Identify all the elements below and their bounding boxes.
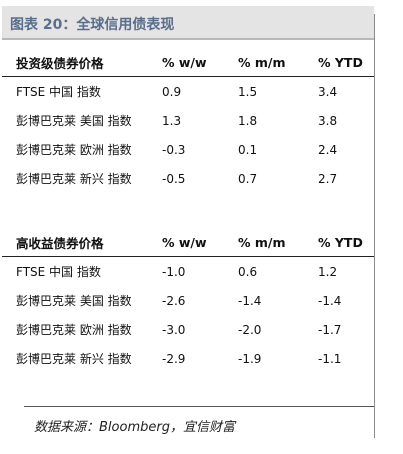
cell-ww: -2.9 [162,351,186,366]
investment-grade-table: 投资级债券价格 % w/w % m/m % YTD FTSE 中国 指数 0.9… [2,48,374,193]
cell-ww: -1.0 [162,264,186,279]
cell-mm: 0.6 [238,264,258,279]
table-row: 彭博巴克莱 新兴 指数 -2.9 -1.9 -1.1 [2,344,374,373]
table-row: 彭博巴克莱 美国 指数 -2.6 -1.4 -1.4 [2,286,374,315]
row-label: FTSE 中国 指数 [16,85,101,99]
cell-ww: -3.0 [162,322,186,337]
table-row: FTSE 中国 指数 0.9 1.5 3.4 [2,77,374,107]
column-header-mm: % m/m [238,228,318,257]
cell-mm: -1.9 [238,351,262,366]
column-header-category: 投资级债券价格 [2,48,162,77]
row-label: 彭博巴克莱 美国 指数 [16,294,132,308]
cell-mm: 1.8 [238,113,258,128]
figure-title: 图表 20：全球信用债表现 [10,17,175,33]
source-note: 数据来源：Bloomberg，宜信财富 [34,420,235,435]
cell-ytd: 2.7 [318,171,338,186]
cell-ytd: 1.2 [318,264,338,279]
table-row: 彭博巴克莱 新兴 指数 -0.5 0.7 2.7 [2,164,374,193]
row-label: 彭博巴克莱 新兴 指数 [16,172,132,186]
cell-ytd: 2.4 [318,142,338,157]
cell-ww: 1.3 [162,113,182,128]
column-header-ytd: % YTD [318,228,374,257]
table-header-row: 高收益债券价格 % w/w % m/m % YTD [2,228,374,257]
cell-ytd: 3.8 [318,113,338,128]
row-label: 彭博巴克莱 新兴 指数 [16,352,132,366]
table-row: FTSE 中国 指数 -1.0 0.6 1.2 [2,257,374,287]
table-row: 彭博巴克莱 欧洲 指数 -3.0 -2.0 -1.7 [2,315,374,344]
table-row: 彭博巴克莱 欧洲 指数 -0.3 0.1 2.4 [2,135,374,164]
cell-ww: -0.3 [162,142,186,157]
figure-title-bar: 图表 20：全球信用债表现 [2,6,374,40]
column-header-mm: % m/m [238,48,318,77]
table-header-row: 投资级债券价格 % w/w % m/m % YTD [2,48,374,77]
row-label: 彭博巴克莱 欧洲 指数 [16,143,132,157]
cell-mm: -1.4 [238,293,262,308]
row-label: 彭博巴克莱 欧洲 指数 [16,323,132,337]
column-header-ww: % w/w [162,48,238,77]
cell-ww: -2.6 [162,293,186,308]
cell-ytd: -1.4 [318,293,342,308]
cell-ytd: 3.4 [318,84,338,99]
cell-ytd: -1.7 [318,322,342,337]
row-label: FTSE 中国 指数 [16,265,101,279]
cell-mm: -2.0 [238,322,262,337]
cell-mm: 0.1 [238,142,258,157]
cell-mm: 0.7 [238,171,258,186]
column-header-category: 高收益债券价格 [2,228,162,257]
column-header-ww: % w/w [162,228,238,257]
source-divider [24,406,374,407]
row-label: 彭博巴克莱 美国 指数 [16,114,132,128]
cell-mm: 1.5 [238,84,258,99]
frame-border [374,14,375,438]
cell-ytd: -1.1 [318,351,342,366]
high-yield-table: 高收益债券价格 % w/w % m/m % YTD FTSE 中国 指数 -1.… [2,228,374,373]
table-row: 彭博巴克莱 美国 指数 1.3 1.8 3.8 [2,106,374,135]
cell-ww: -0.5 [162,171,186,186]
cell-ww: 0.9 [162,84,182,99]
column-header-ytd: % YTD [318,48,374,77]
